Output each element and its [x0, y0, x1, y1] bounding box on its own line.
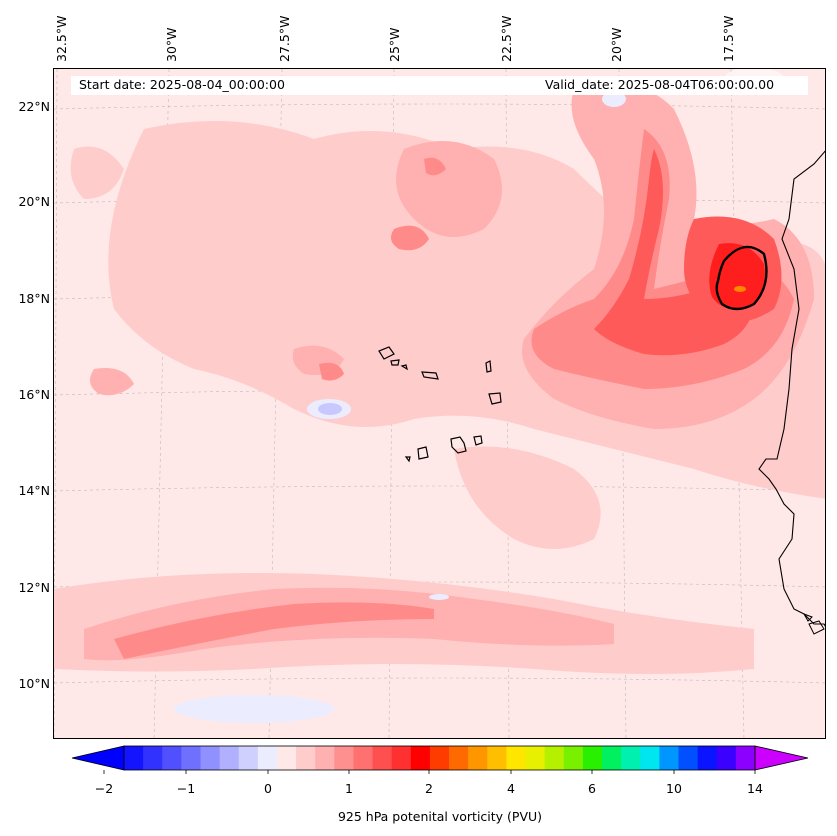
- colorbar-cell: [315, 746, 335, 770]
- map-panel: [53, 68, 826, 739]
- colorbar-tick-label: 1: [345, 781, 353, 796]
- colorbar-cell: [124, 746, 144, 770]
- colorbar-title: 925 hPa potenital vorticity (PVU): [337, 809, 543, 824]
- colorbar-cell: [697, 746, 718, 770]
- colorbar-cell: [487, 746, 507, 770]
- start-date-label: Start date: 2025-08-04_00:00:00: [79, 77, 285, 92]
- colorbar-cell: [659, 746, 680, 770]
- lat-label-22n: 22°N: [18, 99, 50, 114]
- pv-level-core: [709, 243, 765, 310]
- colorbar-outline: [123, 745, 756, 771]
- colorbar-tick-label: 4: [507, 781, 515, 796]
- colorbar-tick-label: 0: [264, 781, 272, 796]
- colorbar-ticks: [103, 770, 756, 774]
- colorbar-cell: [678, 746, 699, 770]
- colorbar-cell: [582, 746, 603, 770]
- lat-label-14n: 14°N: [18, 483, 50, 498]
- pv-contour-field: [54, 69, 825, 738]
- colorbar-cell: [143, 746, 163, 770]
- valid-date-label: Valid_date: 2025-08-04T06:00:00.00: [545, 77, 775, 92]
- colorbar-cell: [602, 746, 622, 770]
- pv-level-peak: [734, 286, 746, 292]
- colorbar-tick-label: −1: [176, 781, 196, 796]
- date-info-bar: [71, 76, 808, 95]
- colorbar-cell: [162, 746, 182, 770]
- colorbar-cell: [506, 746, 527, 770]
- colorbar-cell: [181, 746, 201, 770]
- colorbar-cell: [372, 746, 393, 770]
- colorbar-cell: [200, 746, 221, 770]
- lat-label-10n: 10°N: [18, 676, 50, 691]
- coastal-islands: [802, 613, 825, 635]
- lat-label-20n: 20°N: [18, 194, 50, 209]
- colorbar-cell: [410, 746, 431, 770]
- colorbar-cell: [449, 746, 469, 770]
- colorbar-tick-label: 14: [747, 781, 763, 796]
- colorbar-under-arrow: [71, 745, 125, 771]
- colorbar-cell: [621, 746, 641, 770]
- colorbar-cells: [124, 746, 756, 770]
- colorbar-tick-label: 2: [425, 781, 433, 796]
- pv-level-negative: [174, 69, 784, 723]
- colorbar-cell: [238, 746, 259, 770]
- colorbar-cell: [334, 746, 354, 770]
- lat-label-16n: 16°N: [18, 387, 50, 402]
- pv-contour-line: [715, 245, 768, 311]
- cape-verde-islands: [378, 346, 502, 463]
- colorbar-cell: [353, 746, 374, 770]
- colorbar-tick-label: 6: [588, 781, 596, 796]
- colorbar-cell: [257, 746, 278, 770]
- colorbar-cell: [563, 746, 584, 770]
- lat-label-12n: 12°N: [18, 580, 50, 595]
- colorbar-cell: [391, 746, 412, 770]
- colorbar-cell: [276, 746, 297, 770]
- lat-label-18n: 18°N: [18, 291, 50, 306]
- colorbar-cell: [468, 746, 488, 770]
- colorbar-tick-label: −2: [94, 781, 114, 796]
- colorbar-cell: [716, 746, 737, 770]
- colorbar-cell: [735, 746, 756, 770]
- colorbar-cell: [219, 746, 240, 770]
- colorbar-cell: [544, 746, 565, 770]
- colorbar-cell: [296, 746, 316, 770]
- colorbar-over-arrow: [754, 745, 809, 771]
- colorbar-cell: [429, 746, 450, 770]
- colorbar-tick-label: 10: [666, 781, 682, 796]
- colorbar-cell: [525, 746, 546, 770]
- colorbar-cell: [640, 746, 660, 770]
- coastline: [758, 150, 825, 627]
